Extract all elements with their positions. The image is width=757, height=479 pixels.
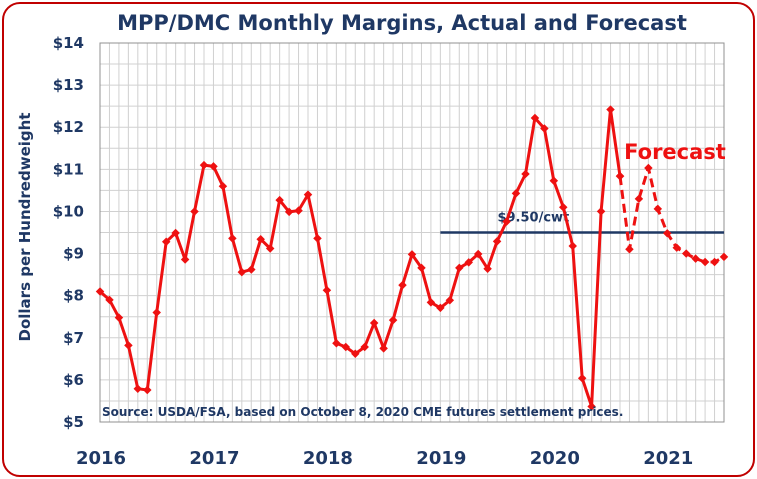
x-tick-label: 2016 xyxy=(76,448,126,469)
data-point xyxy=(161,237,171,247)
data-point xyxy=(455,263,464,273)
data-point xyxy=(209,162,218,171)
data-point xyxy=(426,298,436,307)
data-point xyxy=(407,250,417,259)
y-tick-label: $14 xyxy=(53,34,84,52)
data-point xyxy=(143,385,152,395)
data-point xyxy=(596,207,606,216)
data-point xyxy=(700,257,710,267)
x-tick-label: 2021 xyxy=(643,448,693,469)
grid xyxy=(100,43,724,422)
series-line-forecast xyxy=(618,166,725,264)
data-point xyxy=(644,163,653,173)
data-point xyxy=(710,257,719,267)
data-point xyxy=(634,194,644,204)
x-tick-label: 2017 xyxy=(189,448,239,469)
y-tick-label: $8 xyxy=(63,287,84,305)
data-point xyxy=(672,243,681,252)
data-point xyxy=(218,181,228,191)
data-point xyxy=(398,280,407,290)
data-point xyxy=(199,160,209,170)
data-point xyxy=(303,190,313,199)
data-point xyxy=(275,195,284,205)
data-point xyxy=(568,241,577,251)
data-point xyxy=(388,315,398,325)
source-note: Source: USDA/FSA, based on October 8, 20… xyxy=(102,405,623,419)
data-point xyxy=(332,338,341,348)
x-tick-label: 2019 xyxy=(416,448,466,469)
data-point xyxy=(464,258,473,267)
data-point xyxy=(625,245,634,254)
data-point xyxy=(369,318,379,328)
data-point xyxy=(133,384,143,393)
y-tick-label: $13 xyxy=(53,76,84,94)
data-point xyxy=(549,176,559,185)
data-point xyxy=(445,296,455,305)
y-tick-label: $6 xyxy=(63,371,84,389)
data-point xyxy=(691,254,700,263)
y-tick-label: $9 xyxy=(63,245,84,263)
x-tick-label: 2020 xyxy=(530,448,580,469)
y-tick-label: $5 xyxy=(63,413,84,431)
y-axis: $5 $6 $7 $8 $9 $10 $11 $12 $13 $14 xyxy=(53,34,84,431)
series-line-actual xyxy=(99,108,622,408)
forecast-annotation: Forecast xyxy=(624,140,726,164)
data-point xyxy=(228,234,237,243)
data-point xyxy=(492,237,502,246)
data-point xyxy=(587,402,596,411)
data-point xyxy=(180,255,190,264)
data-point xyxy=(559,202,568,212)
data-point xyxy=(124,341,133,350)
data-point xyxy=(341,342,351,352)
data-point xyxy=(247,265,256,274)
data-point xyxy=(95,287,105,296)
y-axis-label: Dollars per Hundredweight xyxy=(16,113,34,342)
data-point xyxy=(152,308,161,317)
data-point xyxy=(615,171,625,181)
y-tick-label: $7 xyxy=(63,329,84,347)
data-point xyxy=(681,249,691,258)
x-axis: 2016 2017 2018 2019 2020 2021 xyxy=(76,448,693,469)
data-point xyxy=(322,285,332,295)
data-point xyxy=(436,303,445,313)
x-tick-label: 2018 xyxy=(303,448,353,469)
data-point xyxy=(171,228,180,238)
data-point xyxy=(256,235,265,244)
data-point xyxy=(294,206,303,215)
y-tick-label: $11 xyxy=(53,160,84,178)
data-point xyxy=(351,349,360,359)
data-point xyxy=(379,344,388,353)
reference-line-label: $9.50/cwt xyxy=(497,211,569,226)
y-tick-label: $10 xyxy=(53,202,84,220)
data-point xyxy=(190,207,199,216)
data-point xyxy=(663,229,672,238)
data-point xyxy=(313,234,322,243)
data-point xyxy=(105,295,114,305)
data-point xyxy=(577,373,587,383)
data-point xyxy=(237,267,247,277)
data-point xyxy=(530,113,540,123)
data-point xyxy=(284,207,294,217)
chart-title: MPP/DMC Monthly Margins, Actual and Fore… xyxy=(117,11,687,35)
data-point xyxy=(502,217,511,226)
data-point xyxy=(265,244,275,253)
y-tick-label: $12 xyxy=(53,118,84,136)
